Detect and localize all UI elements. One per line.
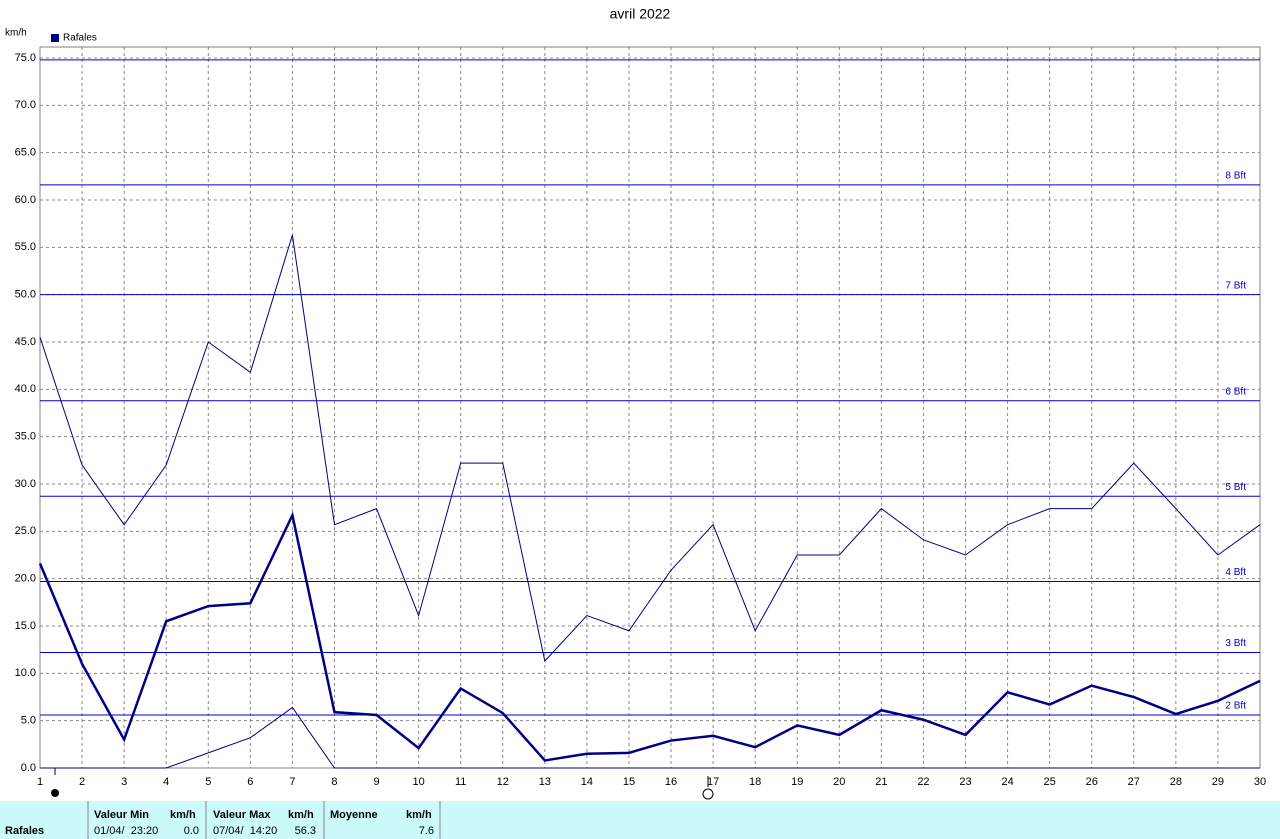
table-cell: 56.3 (295, 825, 316, 837)
x-tick-label: 23 (959, 776, 971, 788)
x-tick-label: 19 (791, 776, 803, 788)
table-header: Valeur Min (94, 809, 149, 821)
summary-table: Valeur Min km/h Valeur Max km/h Moyenne … (0, 801, 1280, 839)
x-tick-label: 29 (1212, 776, 1224, 788)
table-header: km/h (406, 809, 432, 821)
legend-swatch (51, 34, 59, 42)
table-cell: 07/04/ 14:20 (213, 825, 277, 837)
table-cell: Rafales (5, 825, 44, 837)
marker-circle (702, 788, 714, 800)
x-tick-label: 13 (539, 776, 551, 788)
x-tick-label: 28 (1170, 776, 1182, 788)
table-cell: 01/04/ 23:20 (94, 825, 158, 837)
y-tick-label: 40.0 (15, 383, 36, 395)
reference-label: 8 Bft (1225, 170, 1246, 181)
table-header: km/h (288, 809, 314, 821)
table-header: Valeur Max (213, 809, 271, 821)
y-tick-label: 25.0 (15, 525, 36, 537)
x-tick-label: 11 (455, 776, 466, 788)
x-tick-label: 26 (1086, 776, 1098, 788)
y-tick-label: 10.0 (15, 667, 36, 679)
y-tick-label: 75.0 (15, 52, 36, 64)
y-tick-label: 60.0 (15, 194, 36, 206)
series-line (38, 511, 1261, 762)
x-tick-label: 21 (875, 776, 887, 788)
x-tick-label: 2 (79, 776, 85, 788)
x-tick-label: 16 (665, 776, 677, 788)
reference-label: 2 Bft (1225, 701, 1246, 712)
table-header: km/h (170, 809, 196, 821)
x-tick-label: 30 (1254, 776, 1266, 788)
x-tick-label: 10 (412, 776, 424, 788)
reference-label: 5 Bft (1225, 482, 1246, 493)
y-tick-label: 15.0 (15, 620, 36, 632)
x-tick-label: 15 (623, 776, 635, 788)
table-header: Moyenne (330, 809, 378, 821)
y-tick-label: 5.0 (21, 715, 36, 727)
reference-label: 4 Bft (1225, 567, 1246, 578)
y-tick-label: 50.0 (15, 289, 36, 301)
x-tick-label: 24 (1001, 776, 1013, 788)
x-tick-label: 20 (833, 776, 845, 788)
y-tick-label: 55.0 (15, 241, 36, 253)
marker-dot (51, 789, 59, 797)
x-tick-label: 17 (707, 776, 719, 788)
table-cell: 0.0 (184, 825, 199, 837)
chart-title: avril 2022 (610, 6, 671, 22)
x-tick-label: 18 (749, 776, 761, 788)
x-tick-label: 14 (581, 776, 593, 788)
y-unit: km/h (5, 28, 27, 39)
table-bg (0, 801, 1280, 839)
legend-label: Rafales (63, 33, 97, 44)
x-tick-label: 9 (373, 776, 379, 788)
reference-label: 3 Bft (1225, 638, 1246, 649)
y-tick-label: 20.0 (15, 573, 36, 585)
x-tick-label: 3 (121, 776, 127, 788)
x-tick-label: 22 (917, 776, 929, 788)
plot-frame (39, 46, 1261, 769)
x-tick-label: 4 (163, 776, 169, 788)
y-tick-label: 70.0 (15, 99, 36, 111)
x-tick-label: 8 (331, 776, 337, 788)
table-cell: 7.6 (419, 825, 434, 837)
x-tick-label: 27 (1128, 776, 1140, 788)
x-tick-label: 25 (1044, 776, 1056, 788)
x-tick-label: 6 (247, 776, 253, 788)
y-tick-label: 35.0 (15, 431, 36, 443)
y-tick-label: 65.0 (15, 147, 36, 159)
y-tick-label: 45.0 (15, 336, 36, 348)
y-tick-label: 30.0 (15, 478, 36, 490)
reference-label: 6 Bft (1225, 386, 1246, 397)
reference-label: 7 Bft (1225, 280, 1246, 291)
x-tick-label: 5 (205, 776, 211, 788)
x-tick-label: 12 (497, 776, 509, 788)
x-tick-label: 7 (289, 776, 295, 788)
y-tick-label: 0.0 (21, 762, 36, 774)
series-line (40, 706, 1260, 769)
series-line (39, 234, 1261, 663)
x-tick-label: 1 (37, 776, 43, 788)
